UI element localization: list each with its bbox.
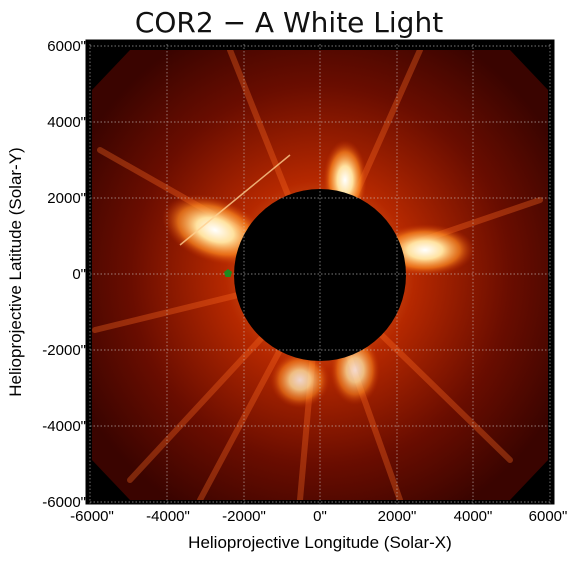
y-tick-label: 6000" — [47, 38, 86, 55]
y-axis-label: Helioprojective Latitude (Solar-Y) — [6, 147, 25, 397]
x-tick-label: -4000" — [146, 508, 190, 525]
x-axis-label: Helioprojective Longitude (Solar-X) — [188, 533, 452, 552]
x-tick-label: 6000" — [528, 508, 568, 525]
x-tick-label: -6000" — [70, 508, 114, 525]
y-tick-label: -4000" — [42, 418, 86, 435]
x-tick-label: 2000" — [377, 508, 417, 525]
planet-marker — [224, 269, 232, 277]
x-tick-label: 4000" — [453, 508, 493, 525]
y-tick-label: -2000" — [42, 342, 86, 359]
x-tick-label: -2000" — [222, 508, 266, 525]
plot-title: COR2 − A White Light — [134, 6, 444, 39]
y-tick-label: 4000" — [47, 114, 86, 131]
y-tick-label: -6000" — [42, 494, 86, 511]
y-tick-label: 0" — [72, 266, 86, 283]
axes-frame — [85, 39, 555, 505]
y-tick-label: 2000" — [47, 190, 86, 207]
x-tick-label: 0" — [313, 508, 327, 525]
